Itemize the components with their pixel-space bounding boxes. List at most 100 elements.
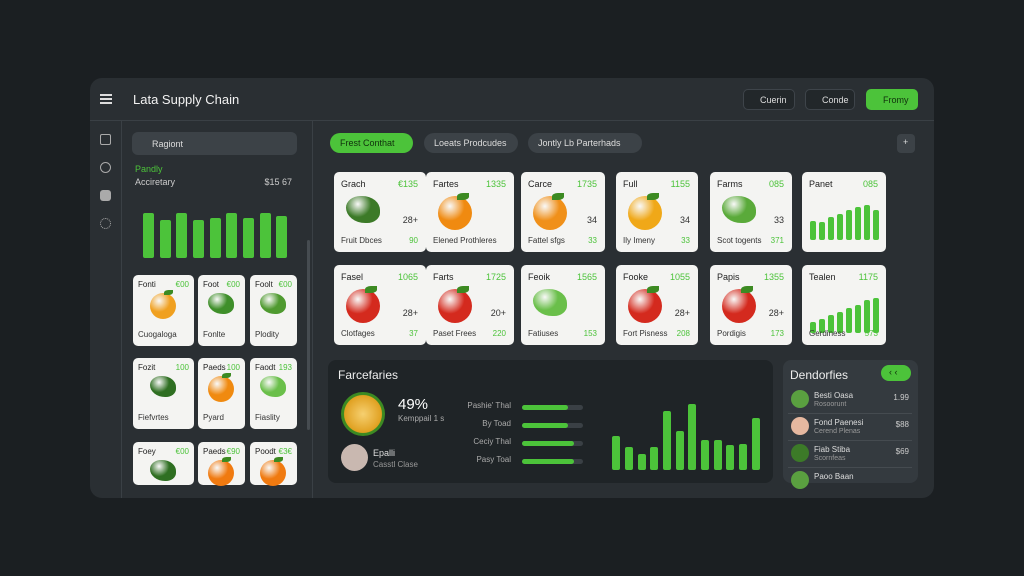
leaf (456, 286, 469, 293)
tab-label[interactable]: Loeats Prodcudes (434, 138, 507, 148)
bar (872, 297, 879, 333)
header-button[interactable] (866, 89, 918, 110)
bar (863, 204, 870, 240)
panel-caption: Kemppail 1 s (398, 414, 445, 423)
pill-label: ‹ ‹ (889, 367, 898, 377)
card-value: 1065 (397, 272, 418, 282)
bar (836, 311, 843, 333)
card-label: Fattel sfgs (528, 236, 565, 245)
tab[interactable] (424, 133, 518, 153)
tab-label[interactable]: Jontly Lb Parterhads (538, 138, 621, 148)
leaf (646, 193, 659, 200)
list-avatar (791, 417, 809, 435)
card-title: Foey (138, 447, 156, 456)
card-mid: 33 (773, 215, 784, 225)
progress-label: By Toad (482, 419, 511, 428)
card-value: €00 (278, 280, 292, 289)
bar (675, 430, 684, 470)
divider (312, 121, 313, 498)
item-name: Fond Paenesi (814, 418, 864, 427)
nav-icon[interactable] (100, 134, 111, 145)
produce-image (533, 196, 567, 230)
card-label: Fiefvrtes (138, 413, 169, 422)
leaf (740, 286, 753, 293)
bar (259, 213, 271, 258)
person-name: Epalli (373, 448, 396, 458)
produce-image (628, 289, 662, 323)
card-mid: 34 (679, 215, 690, 225)
item-name: Paoo Baan (814, 472, 854, 481)
sidebar-label: Pandly (135, 164, 163, 174)
card-value: 1735 (576, 179, 597, 189)
card-title: Poodt (255, 447, 276, 456)
leaf (273, 457, 283, 463)
card-label: Clotfages (341, 329, 375, 338)
card-value: €90 (226, 447, 240, 456)
card-value: 100 (226, 363, 240, 372)
card-value: 1355 (763, 272, 784, 282)
card-title: Fooke (623, 272, 649, 282)
product-card[interactable] (802, 265, 886, 345)
card-label: Pyard (203, 413, 224, 422)
nav-icon[interactable] (100, 162, 111, 173)
leaf (456, 193, 469, 200)
bar (809, 322, 816, 333)
avatar (341, 392, 385, 436)
bar (854, 304, 861, 333)
search-dropdown[interactable] (132, 132, 297, 155)
card-label: Fruit Dbces (341, 236, 382, 245)
produce-image (259, 293, 286, 314)
pill[interactable] (881, 365, 911, 381)
bar (176, 213, 188, 258)
tab[interactable] (330, 133, 413, 153)
divider (788, 440, 912, 441)
bar (209, 218, 221, 258)
header-button-label[interactable]: Fromy (883, 95, 909, 105)
bar (701, 439, 709, 470)
produce-image (722, 289, 756, 323)
nav-icon[interactable] (100, 218, 111, 229)
bar (726, 445, 735, 470)
leaf (221, 457, 231, 463)
bar (637, 453, 646, 470)
divider (121, 121, 122, 498)
tab[interactable] (528, 133, 642, 153)
bar (818, 318, 825, 333)
bar (142, 213, 154, 258)
bar (612, 435, 621, 470)
bar (713, 439, 722, 470)
header-button-label[interactable]: Cuerin (760, 95, 787, 105)
bar (276, 216, 288, 258)
bar (827, 315, 834, 333)
card-value: 193 (278, 363, 292, 372)
tab-label[interactable]: Frest Conthat (340, 138, 395, 148)
card-label: Fort Pisness (623, 329, 668, 338)
divider (90, 120, 934, 121)
card-value: 100 (175, 363, 189, 372)
header-button-label[interactable]: Conde (822, 95, 849, 105)
card-value: €00 (175, 447, 189, 456)
list-avatar (791, 390, 809, 408)
card-title: Full (623, 179, 638, 189)
header-button[interactable] (743, 89, 795, 110)
bar (872, 210, 879, 240)
card-sub: 33 (588, 236, 597, 245)
card-title: Panet (809, 179, 833, 189)
sidebar-name: Acciretary (135, 177, 176, 187)
bar (845, 308, 852, 333)
nav-icon[interactable] (100, 190, 111, 201)
card-title: Fartes (433, 179, 459, 189)
header-button[interactable] (805, 89, 855, 110)
bar (845, 210, 852, 240)
card-title: Faodt (255, 363, 276, 372)
produce-image (149, 293, 176, 319)
card-title: Fasel (341, 272, 364, 282)
product-card[interactable] (802, 172, 886, 252)
produce-image (207, 293, 234, 314)
add-button[interactable] (897, 134, 915, 153)
card-sub: 90 (409, 236, 418, 245)
panel-percent: 49% (398, 396, 429, 413)
menu-icon[interactable] (100, 94, 112, 104)
sidebar-amount: $15 67 (264, 177, 292, 187)
